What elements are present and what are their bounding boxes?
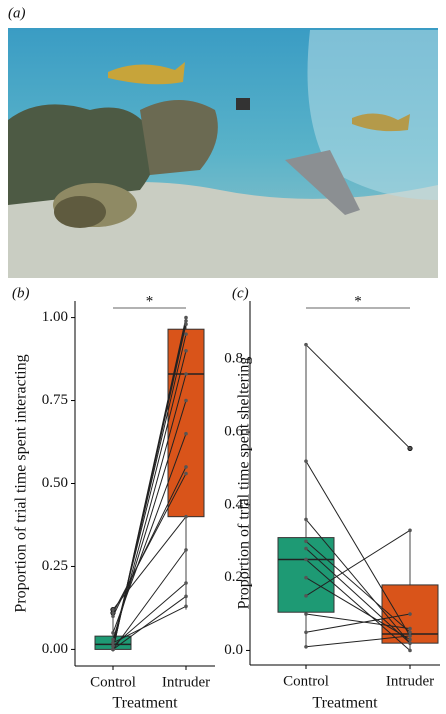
x-tick-label: Intruder — [386, 673, 434, 689]
pair-line — [113, 434, 186, 633]
panel-label: (b) — [12, 285, 30, 301]
pair-point — [111, 614, 115, 618]
pair-point — [408, 630, 412, 634]
pair-point — [111, 638, 115, 642]
pair-point — [184, 465, 188, 469]
pair-point — [304, 518, 308, 522]
y-axis-label: Proportion of trial time spent shelterin… — [236, 357, 253, 610]
pair-point — [184, 399, 188, 403]
y-tick-label: 0.75 — [42, 392, 68, 408]
pair-point — [408, 641, 412, 645]
pair-point — [111, 608, 115, 612]
y-tick-label: 0.50 — [42, 475, 68, 491]
pair-point — [184, 349, 188, 353]
panel-label: (a) — [8, 5, 26, 21]
y-axis-label: Proportion of trial time spent interacti… — [13, 354, 30, 612]
pair-point — [111, 641, 115, 645]
y-tick-label: 0.25 — [42, 558, 68, 574]
pair-point — [304, 630, 308, 634]
pair-point — [184, 581, 188, 585]
pair-point — [408, 638, 412, 642]
pair-point — [184, 316, 188, 320]
pair-point — [184, 515, 188, 519]
pair-point — [408, 649, 412, 653]
pair-point — [111, 611, 115, 615]
pair-point — [111, 648, 115, 652]
x-tick-label: Control — [283, 673, 329, 689]
pair-point — [408, 612, 412, 616]
pair-point — [184, 322, 188, 326]
x-tick-label: Control — [90, 674, 136, 690]
pair-point — [184, 319, 188, 323]
y-tick-label: 0.00 — [42, 641, 68, 657]
significance-label: * — [354, 293, 362, 309]
y-tick-label: 1.00 — [42, 309, 68, 325]
photo — [8, 28, 438, 278]
pair-point — [304, 459, 308, 463]
pair-point — [304, 645, 308, 649]
significance-label: * — [146, 293, 154, 309]
pair-point — [304, 547, 308, 551]
pair-point — [304, 612, 308, 616]
pair-point — [111, 631, 115, 635]
pair-line — [113, 606, 186, 643]
pair-point — [408, 447, 412, 451]
pair-point — [304, 576, 308, 580]
pair-point — [111, 644, 115, 648]
pair-point — [408, 634, 412, 638]
pair-point — [304, 558, 308, 562]
x-axis-label: Treatment — [312, 695, 378, 712]
pair-point — [304, 594, 308, 598]
pair-line — [113, 517, 186, 610]
pair-point — [304, 343, 308, 347]
box — [168, 329, 204, 516]
x-axis-label: Treatment — [112, 695, 178, 712]
pair-point — [408, 627, 412, 631]
pair-point — [184, 432, 188, 436]
pair-point — [304, 539, 308, 543]
x-tick-label: Intruder — [162, 674, 210, 690]
pair-point — [184, 595, 188, 599]
pair-point — [184, 548, 188, 552]
figure: (a) (b) 0.00 0.25 0.50 0.75 1.00 Proportion of… — [0, 0, 446, 714]
pair-point — [184, 332, 188, 336]
pair-point — [184, 472, 188, 476]
pair-point — [184, 604, 188, 608]
y-tick-label: 0.0 — [224, 642, 243, 658]
panel-label: (c) — [232, 285, 249, 301]
pair-point — [184, 372, 188, 376]
pair-point — [408, 529, 412, 533]
pair-line — [306, 345, 410, 449]
